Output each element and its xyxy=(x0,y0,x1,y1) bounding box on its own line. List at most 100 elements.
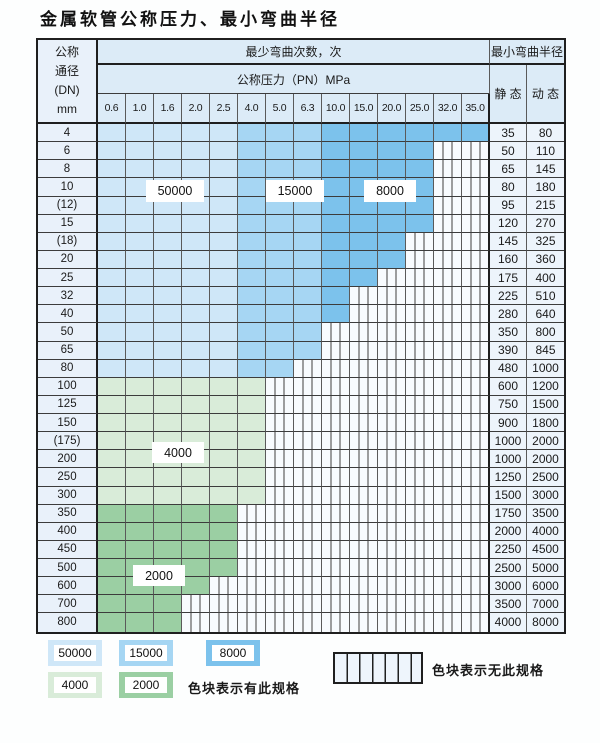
spec-available-cell xyxy=(294,214,322,233)
cycles-label-15000: 15000 xyxy=(266,180,324,202)
static-radius-value: 3000 xyxy=(490,577,527,596)
spec-unavailable-cell xyxy=(294,486,322,505)
spec-unavailable-cell xyxy=(322,577,350,596)
dn-cell: 100 xyxy=(38,377,98,396)
spec-unavailable-cell xyxy=(350,522,378,541)
spec-unavailable-cell xyxy=(406,432,434,451)
spec-available-cell xyxy=(98,359,126,378)
spec-unavailable-cell xyxy=(462,287,490,306)
spec-unavailable-cell xyxy=(378,450,406,469)
spec-available-cell xyxy=(210,504,238,523)
spec-unavailable-cell xyxy=(462,414,490,433)
spec-available-cell xyxy=(182,250,210,269)
cycles-label-8000: 8000 xyxy=(364,180,416,202)
pressure-col-header: 1.6 xyxy=(154,94,182,124)
spec-available-cell xyxy=(154,359,182,378)
spec-unavailable-cell xyxy=(322,395,350,414)
spec-available-cell xyxy=(350,124,378,143)
spec-unavailable-cell xyxy=(406,468,434,487)
spec-available-cell xyxy=(406,142,434,161)
static-radius-value: 1000 xyxy=(490,432,527,451)
dynamic-radius-value: 145 xyxy=(527,160,564,179)
spec-available-cell xyxy=(350,160,378,179)
spec-unavailable-cell xyxy=(406,287,434,306)
spec-unavailable-cell xyxy=(294,395,322,414)
cycles-label-4000: 4000 xyxy=(152,442,204,463)
spec-unavailable-cell xyxy=(238,595,266,614)
spec-unavailable-cell xyxy=(294,577,322,596)
spec-available-cell xyxy=(154,124,182,143)
spec-unavailable-cell xyxy=(434,414,462,433)
spec-available-cell xyxy=(98,232,126,251)
spec-unavailable-cell xyxy=(434,214,462,233)
spec-available-cell xyxy=(266,142,294,161)
spec-unavailable-cell xyxy=(322,595,350,614)
spec-available-cell xyxy=(210,214,238,233)
pressure-col-header: 2.0 xyxy=(182,94,210,124)
static-radius-value: 350 xyxy=(490,323,527,342)
spec-unavailable-cell xyxy=(266,504,294,523)
pressure-col-header: 20.0 xyxy=(378,94,406,124)
spec-available-cell xyxy=(322,196,350,215)
spec-available-cell xyxy=(126,287,154,306)
spec-available-cell xyxy=(126,504,154,523)
bend-cycles-header: 最少弯曲次数，次 xyxy=(98,40,490,65)
pressure-col-header: 0.6 xyxy=(98,94,126,124)
pressure-col-header: 5.0 xyxy=(266,94,294,124)
spec-unavailable-cell xyxy=(350,359,378,378)
spec-available-cell xyxy=(154,287,182,306)
spec-unavailable-cell xyxy=(434,160,462,179)
spec-available-cell xyxy=(238,432,266,451)
spec-available-cell xyxy=(98,522,126,541)
dynamic-radius-value: 3000 xyxy=(527,486,564,505)
spec-available-cell xyxy=(238,468,266,487)
spec-unavailable-cell xyxy=(350,540,378,559)
spec-unavailable-cell xyxy=(238,559,266,578)
spec-available-cell xyxy=(210,341,238,360)
dn-header-cell: 公称 通径 (DN) mm xyxy=(38,40,98,124)
spec-available-cell xyxy=(210,540,238,559)
spec-unavailable-cell xyxy=(266,522,294,541)
spec-unavailable-cell xyxy=(322,432,350,451)
spec-available-cell xyxy=(322,305,350,324)
static-radius-value: 160 xyxy=(490,250,527,269)
static-radius-value: 35 xyxy=(490,124,527,143)
spec-unavailable-cell xyxy=(350,341,378,360)
spec-unavailable-cell xyxy=(434,559,462,578)
spec-available-cell xyxy=(154,468,182,487)
legend-swatch-label: 4000 xyxy=(54,677,96,693)
spec-unavailable-cell xyxy=(378,595,406,614)
spec-available-cell xyxy=(98,305,126,324)
dn-cell: 450 xyxy=(38,540,98,559)
spec-unavailable-cell xyxy=(378,468,406,487)
pressure-col-header: 2.5 xyxy=(210,94,238,124)
dynamic-radius-value: 3500 xyxy=(527,504,564,523)
spec-unavailable-cell xyxy=(406,395,434,414)
spec-unavailable-cell xyxy=(462,196,490,215)
spec-available-cell xyxy=(294,160,322,179)
dynamic-radius-value: 5000 xyxy=(527,559,564,578)
spec-available-cell xyxy=(98,323,126,342)
spec-available-cell xyxy=(98,287,126,306)
dn-cell: 65 xyxy=(38,341,98,360)
spec-unavailable-cell xyxy=(434,450,462,469)
spec-available-cell xyxy=(98,250,126,269)
spec-unavailable-cell xyxy=(266,468,294,487)
dn-cell: 10 xyxy=(38,178,98,197)
spec-available-cell xyxy=(98,559,126,578)
spec-unavailable-cell xyxy=(462,577,490,596)
spec-available-cell xyxy=(98,214,126,233)
spec-available-cell xyxy=(322,232,350,251)
spec-unavailable-cell xyxy=(462,323,490,342)
dn-cell: 500 xyxy=(38,559,98,578)
spec-available-cell xyxy=(154,540,182,559)
pressure-col-header: 35.0 xyxy=(462,94,490,124)
spec-unavailable-cell xyxy=(462,377,490,396)
static-radius-value: 900 xyxy=(490,414,527,433)
spec-available-cell xyxy=(294,124,322,143)
dynamic-radius-value: 4500 xyxy=(527,540,564,559)
spec-unavailable-cell xyxy=(434,287,462,306)
spec-unavailable-cell xyxy=(266,414,294,433)
spec-unavailable-cell xyxy=(266,559,294,578)
spec-available-cell xyxy=(238,341,266,360)
